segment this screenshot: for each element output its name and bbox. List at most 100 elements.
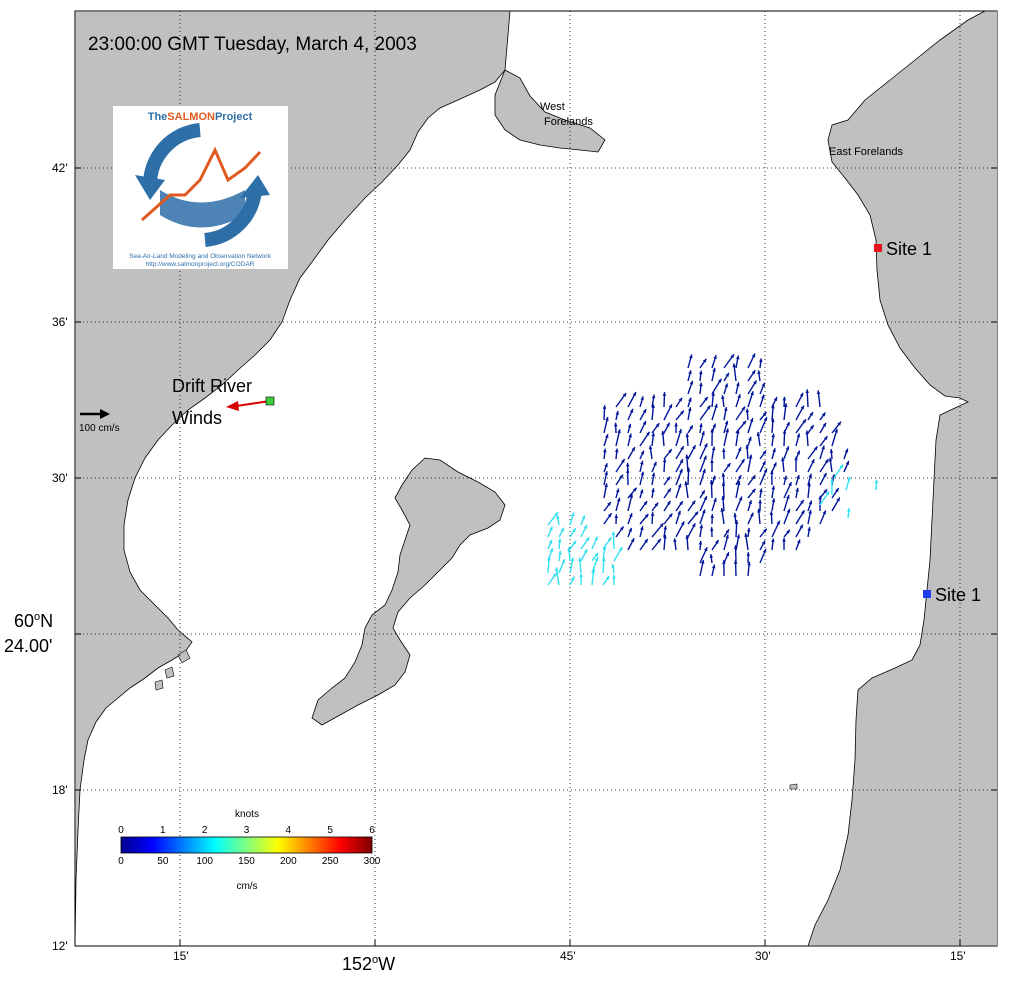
current-vector-head (662, 392, 667, 396)
current-vector-head (757, 508, 761, 513)
current-vector-head (621, 459, 625, 464)
current-vector-head (741, 406, 745, 411)
current-vector-head (688, 370, 692, 375)
current-vector-head (663, 525, 667, 530)
current-vector-head (726, 463, 731, 468)
current-vector-head (711, 446, 716, 451)
current-vector-head (603, 448, 607, 453)
current-vector-head (785, 446, 790, 451)
current-vector-head (604, 483, 608, 488)
current-vector-head (725, 552, 730, 557)
islet (177, 649, 191, 664)
current-vector-head (712, 475, 716, 480)
lon-tick-15-west: 15' (173, 949, 189, 963)
colorbar-knots-tick: 4 (286, 825, 292, 836)
current-vector-head (839, 464, 843, 469)
current-vector-head (761, 382, 765, 387)
current-vector-head (699, 382, 703, 387)
land-west-forelands (494, 69, 606, 153)
current-vector-head (761, 394, 765, 399)
current-vector-head (699, 423, 703, 428)
current-vector-head (679, 459, 683, 464)
current-vector-head (714, 403, 718, 408)
site-marker-blue[interactable] (923, 590, 931, 598)
current-vector-head (811, 459, 815, 464)
wind-station-marker[interactable] (265, 396, 275, 406)
current-vector-head (748, 436, 752, 441)
current-vector-head (661, 430, 665, 435)
current-vector-head (770, 418, 775, 422)
current-vector-head (710, 428, 714, 433)
current-vector-head (651, 404, 656, 409)
current-vector-head (783, 403, 788, 408)
current-vector-head (805, 389, 810, 393)
current-vector-head (781, 457, 785, 462)
current-vector-head (721, 448, 726, 453)
current-vector-head (783, 475, 788, 480)
current-vector-head (594, 557, 599, 562)
current-vector-head (808, 500, 813, 505)
current-vector-head (631, 447, 635, 452)
current-vector-head (874, 479, 879, 484)
current-vector-head (611, 531, 616, 536)
current-vector-head (762, 461, 766, 466)
current-vector-head (751, 353, 756, 358)
current-vector-head (699, 524, 704, 529)
current-vector-head (786, 508, 791, 513)
current-vector-head (821, 412, 826, 417)
current-vector-head (702, 509, 706, 514)
current-vector-head (644, 513, 649, 518)
current-vector-head (823, 489, 828, 494)
lat-tick-12: 12' (52, 939, 68, 953)
current-vector-head (835, 488, 839, 493)
current-vector-head (762, 450, 767, 455)
colorbar-knots-tick: 2 (202, 825, 208, 836)
current-vector-head (571, 576, 575, 581)
current-vector-head (702, 469, 706, 473)
label-drift-river: Drift River (172, 376, 252, 396)
current-vector-head (822, 422, 826, 427)
current-vector-head (604, 471, 608, 476)
current-vector-head (666, 422, 670, 427)
current-vector-head (570, 512, 575, 517)
colorbar-knots-tick: 0 (118, 825, 124, 836)
colorbar-cms-tick: 250 (322, 856, 339, 867)
current-vector-head (622, 392, 627, 397)
current-vector-head (710, 459, 714, 463)
current-vector-head (772, 448, 776, 453)
current-vector-head (725, 372, 729, 377)
current-vector-head (594, 552, 599, 557)
current-vector-head (704, 396, 708, 401)
current-vector-head (770, 470, 774, 475)
current-vector-head (737, 394, 741, 399)
current-vector-head (689, 425, 693, 430)
current-vector-head (786, 529, 790, 534)
current-vector-head (808, 473, 812, 478)
site-label-north: Site 1 (886, 239, 932, 259)
current-vector-head (771, 538, 775, 543)
current-vector-head (732, 363, 737, 368)
current-vector-head (679, 501, 683, 506)
current-vector-head (737, 447, 742, 452)
current-vector-head (709, 527, 714, 531)
current-vector-head (756, 432, 761, 436)
site-label-south: Site 1 (935, 585, 981, 605)
current-vector-head (759, 488, 763, 493)
current-vector-head (686, 467, 691, 472)
current-vector-head (668, 513, 673, 518)
current-vector-head (692, 445, 696, 450)
salmon-project-logo: TheSALMONProject Sea-Air-Land Modeling a… (113, 106, 288, 269)
current-vector-head (733, 560, 738, 564)
site-marker-red[interactable] (874, 244, 882, 252)
svg-text:24.00': 24.00' (4, 636, 52, 656)
current-vector-head (799, 524, 803, 529)
current-vector-head (721, 395, 725, 399)
current-vector-head (701, 431, 705, 436)
label-west-forelands: West (540, 101, 565, 113)
current-vector-head (605, 434, 609, 439)
current-vector-head (771, 404, 775, 409)
current-vector-head (677, 483, 682, 488)
current-vector-head (640, 471, 645, 476)
current-vector-head (788, 482, 792, 487)
